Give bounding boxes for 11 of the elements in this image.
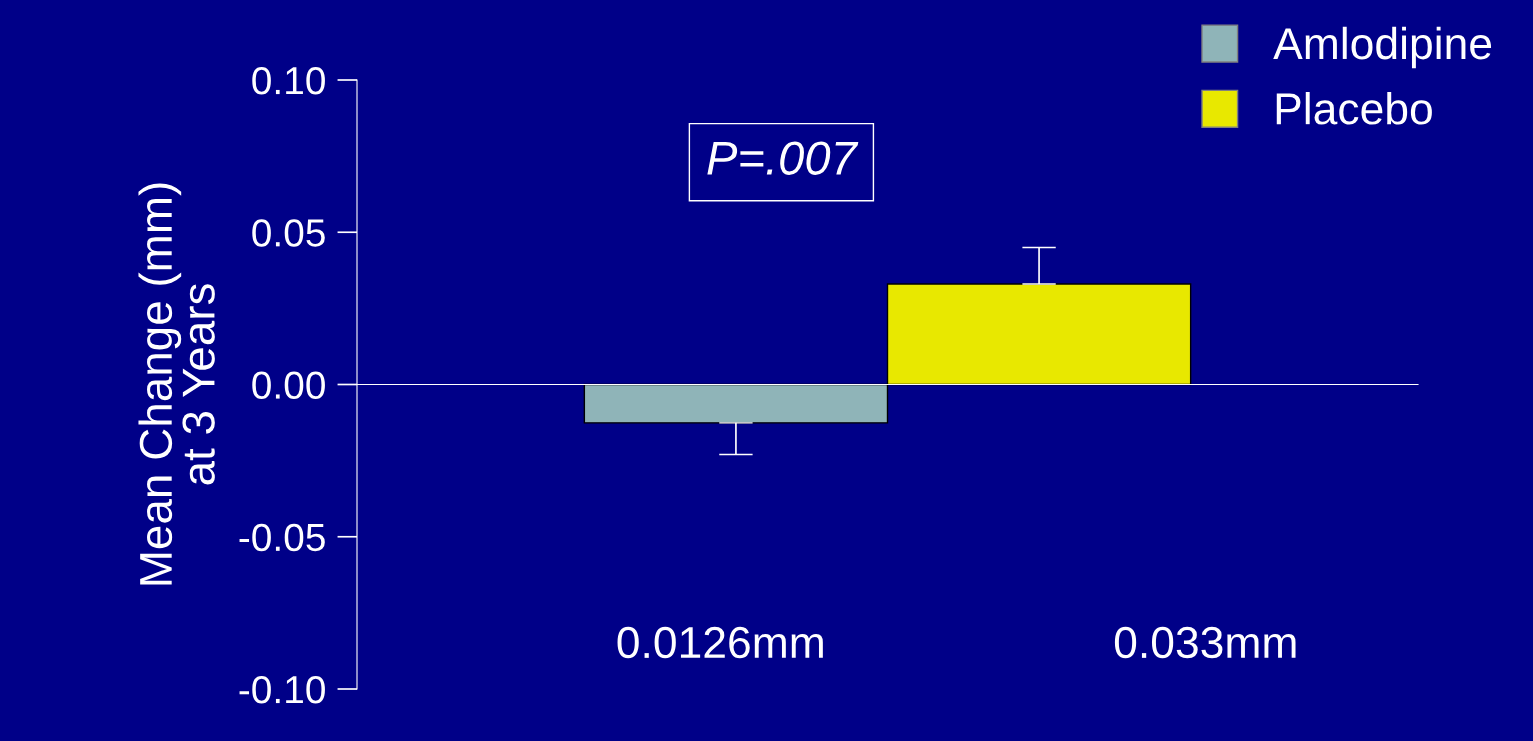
annotation: 0.0126mm bbox=[617, 626, 823, 659]
y-tick-label: -0.05 bbox=[239, 523, 325, 552]
legend-label: Amlodipine bbox=[1273, 26, 1492, 69]
y-tick-label: 0.05 bbox=[252, 219, 325, 247]
y-tick-label: 0.00 bbox=[252, 371, 325, 399]
y-tick-label: 0.10 bbox=[252, 66, 325, 95]
y-axis-title: Mean Change (mm) at 3 Years bbox=[138, 183, 215, 585]
legend-label: Placebo bbox=[1276, 91, 1432, 125]
annotation: P=.007 bbox=[707, 141, 859, 175]
y-tick-label: -0.10 bbox=[239, 675, 325, 704]
annotation: 0.033mm bbox=[1114, 626, 1296, 659]
